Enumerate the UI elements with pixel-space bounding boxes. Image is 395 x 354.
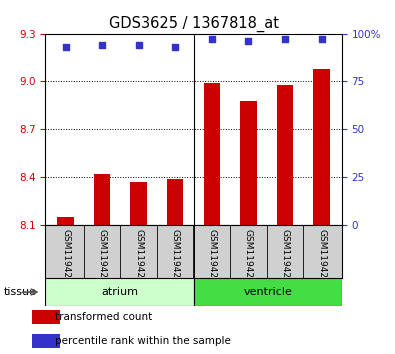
Text: ventricle: ventricle (243, 287, 292, 297)
Text: atrium: atrium (101, 287, 138, 297)
Bar (57, 217, 74, 225)
Bar (130, 182, 147, 225)
Text: GSM119423: GSM119423 (98, 229, 107, 284)
Text: GSM119429: GSM119429 (317, 229, 326, 284)
Text: GSM119425: GSM119425 (171, 229, 180, 284)
Bar (32, 310, 60, 324)
Bar (94, 174, 110, 225)
Point (62, 44, 69, 50)
Bar (32, 334, 60, 348)
Text: transformed count: transformed count (55, 312, 152, 322)
Bar (277, 85, 293, 225)
Title: GDS3625 / 1367818_at: GDS3625 / 1367818_at (109, 16, 278, 32)
Text: percentile rank within the sample: percentile rank within the sample (55, 336, 231, 346)
Point (172, 44, 179, 50)
Bar (194, 278, 342, 306)
Text: GSM119424: GSM119424 (134, 229, 143, 284)
Text: GSM119426: GSM119426 (207, 229, 216, 284)
Text: tissue: tissue (4, 287, 37, 297)
Point (99, 42, 105, 48)
Text: GSM119422: GSM119422 (61, 229, 70, 284)
Text: GSM119427: GSM119427 (244, 229, 253, 284)
Bar (167, 178, 184, 225)
Bar (240, 101, 257, 225)
Text: GSM119428: GSM119428 (280, 229, 290, 284)
Point (135, 42, 142, 48)
Bar (203, 83, 220, 225)
Point (282, 36, 288, 42)
Point (318, 36, 325, 42)
Point (209, 36, 215, 42)
Bar (313, 69, 330, 225)
Bar (45, 278, 194, 306)
Point (245, 39, 252, 44)
